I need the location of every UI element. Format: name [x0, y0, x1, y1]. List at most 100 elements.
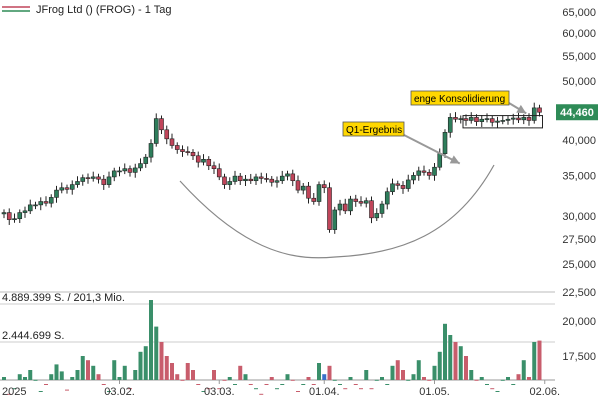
candle-body [279, 175, 285, 182]
time-axis: 2025 03.02. 03.03. 01.04. 01.05. 02.06. [2, 380, 560, 398]
volume-bar [537, 340, 542, 380]
time-tick-label: 02.06. [529, 386, 560, 398]
volume-bar [86, 360, 90, 380]
rounding-bottom-curve [179, 164, 495, 259]
price-tick-label: 40,000 [562, 135, 596, 147]
candle-body [38, 201, 44, 206]
volume-bar [17, 374, 22, 380]
candle-body [117, 170, 122, 173]
volume-bar [527, 377, 531, 380]
candle-body [85, 177, 91, 179]
price-tick-label: 27,500 [562, 234, 596, 246]
volume-bar [506, 377, 510, 380]
candle-body [222, 176, 227, 185]
candle-body [484, 118, 490, 120]
volume-bar [23, 377, 27, 380]
candle-body [337, 203, 343, 211]
volume-bar [359, 388, 363, 390]
volume-bar [164, 356, 169, 380]
candle-body [400, 185, 406, 189]
candle-body [122, 168, 128, 172]
volume-bar [348, 377, 353, 380]
candle-body [180, 149, 185, 152]
volume-bar [101, 384, 106, 385]
candle-body [353, 198, 359, 202]
annotation-arrow-line [403, 134, 461, 165]
candle-body [437, 153, 443, 168]
volume-bar [196, 384, 201, 385]
volume-bar [458, 346, 463, 380]
candle-body [379, 203, 385, 214]
candle-body [526, 117, 532, 121]
volume-bar [374, 379, 379, 381]
volume-bar [469, 370, 474, 380]
candle-body [390, 183, 395, 193]
candle-body [69, 184, 75, 190]
candle-body [295, 180, 301, 191]
candle-body [395, 183, 401, 186]
volume-bar [185, 363, 190, 380]
volume-bar [191, 370, 195, 380]
volume-bar [2, 377, 6, 380]
volume-bar [432, 365, 437, 380]
price-tick-label: 60,000 [562, 28, 596, 40]
candle-body [190, 151, 196, 157]
volume-bar [149, 300, 153, 380]
volume-bar [49, 374, 54, 380]
price-axis: 65,00060,00055,00050,00045,00040,00035,0… [562, 7, 596, 363]
volume-bar [128, 388, 132, 390]
volume-bar [65, 389, 69, 391]
candle-body [127, 168, 133, 173]
volume-bar [380, 377, 384, 380]
candle-body [27, 204, 33, 212]
volume-bar [54, 364, 59, 380]
volume-bar [70, 377, 75, 380]
volume-bar [227, 377, 232, 380]
candle-body [174, 145, 180, 150]
volume-bar [7, 393, 12, 395]
time-tick-label: 2025 [2, 386, 26, 398]
volume-bar [243, 374, 248, 380]
candle-body [500, 120, 506, 122]
annotation-label: Q1-Ergebnis [346, 125, 402, 136]
volume-bar [395, 360, 400, 380]
volume-bar [474, 379, 479, 381]
price-tick-label: 50,000 [562, 76, 596, 88]
volume-bar [364, 370, 369, 380]
candle-body [495, 120, 500, 123]
volume-bar [306, 377, 311, 380]
volume-bar [80, 356, 85, 380]
volume-bar [222, 379, 227, 381]
candle-body [201, 158, 206, 163]
candle-body [468, 117, 474, 121]
candle-body [316, 184, 322, 202]
candle-body [411, 175, 416, 181]
candle-body [48, 197, 54, 204]
volume-bar [96, 374, 101, 380]
candle-body [148, 143, 154, 158]
candle-body [111, 170, 117, 178]
volume-bar [411, 374, 416, 380]
candlesticks [1, 102, 542, 234]
volume-bar [117, 377, 122, 380]
volume-bar [180, 379, 185, 381]
candle-body [75, 181, 80, 185]
volume-bar [154, 326, 159, 380]
volume-bar [311, 384, 316, 385]
volume-bars [2, 300, 542, 395]
candle-body [153, 118, 159, 144]
annotations: enge Konsolidierung Q1-Ergebnis [342, 90, 543, 165]
volume-bar [448, 335, 453, 380]
candle-body [458, 118, 464, 120]
volume-bar [401, 370, 405, 380]
volume-bar [75, 370, 80, 380]
candle-body [43, 201, 49, 204]
candle-body [447, 117, 453, 133]
price-tick-label: 55,000 [562, 51, 596, 63]
candle-body [185, 151, 191, 153]
candle-body [426, 172, 432, 176]
volume-bar [28, 370, 33, 380]
current-price-tag: 44,460 [556, 104, 598, 121]
volume-bar [212, 370, 216, 380]
